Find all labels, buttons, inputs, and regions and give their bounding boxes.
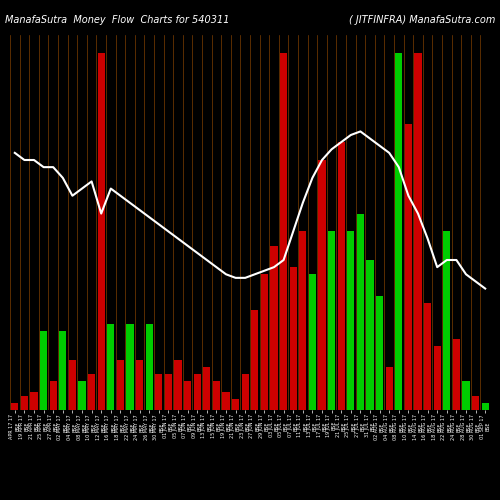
Bar — [88, 374, 95, 410]
Bar — [203, 367, 210, 410]
Bar — [261, 274, 268, 410]
Bar — [50, 382, 57, 410]
Bar — [232, 400, 239, 410]
Bar — [299, 232, 306, 410]
Bar — [174, 360, 182, 410]
Bar — [251, 310, 258, 410]
Bar — [21, 396, 28, 410]
Bar — [280, 53, 287, 410]
Bar — [194, 374, 201, 410]
Bar — [376, 296, 383, 410]
Bar — [107, 324, 114, 410]
Bar — [165, 374, 172, 410]
Bar — [59, 332, 66, 410]
Bar — [405, 124, 412, 410]
Bar — [78, 382, 86, 410]
Bar — [482, 403, 489, 410]
Bar — [146, 324, 153, 410]
Bar — [222, 392, 230, 410]
Bar — [184, 382, 191, 410]
Text: ManafaSutra  Money  Flow  Charts for 540311: ManafaSutra Money Flow Charts for 540311 — [5, 15, 230, 25]
Bar — [270, 246, 278, 410]
Bar — [213, 382, 220, 410]
Bar — [126, 324, 134, 410]
Bar — [357, 214, 364, 410]
Bar — [40, 332, 47, 410]
Bar — [290, 267, 297, 410]
Bar — [11, 403, 18, 410]
Bar — [395, 53, 402, 410]
Bar — [424, 303, 431, 410]
Bar — [117, 360, 124, 410]
Bar — [328, 232, 335, 410]
Bar — [414, 53, 422, 410]
Bar — [242, 374, 249, 410]
Bar — [462, 382, 469, 410]
Bar — [386, 367, 393, 410]
Bar — [98, 53, 105, 410]
Bar — [309, 274, 316, 410]
Bar — [318, 160, 326, 410]
Bar — [136, 360, 143, 410]
Bar — [472, 396, 479, 410]
Bar — [338, 142, 345, 410]
Bar — [347, 232, 354, 410]
Bar — [366, 260, 374, 410]
Bar — [155, 374, 162, 410]
Bar — [453, 338, 460, 410]
Bar — [443, 232, 450, 410]
Bar — [30, 392, 38, 410]
Bar — [434, 346, 441, 410]
Text: ( JITFINFRA) ManafaSutra.com: ( JITFINFRA) ManafaSutra.com — [348, 15, 495, 25]
Bar — [69, 360, 76, 410]
